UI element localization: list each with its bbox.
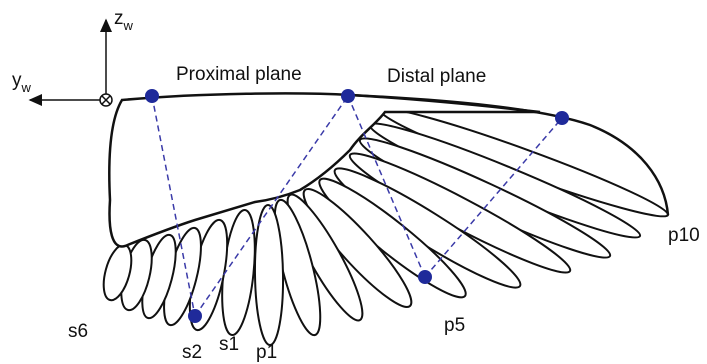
- wing-diagram: zw yw Proximal plane Distal plane s6 s2 …: [0, 0, 707, 364]
- z-axis-label: zw: [114, 8, 134, 33]
- feather-label: s1: [219, 334, 239, 355]
- y-axis-label: yw: [12, 70, 32, 95]
- axis-subscript: w: [123, 18, 134, 33]
- axis-letter: z: [114, 8, 124, 29]
- axis-subscript: w: [21, 80, 32, 95]
- axis-letter: y: [12, 70, 22, 91]
- landmark: [555, 111, 569, 125]
- feather-label: s6: [68, 321, 88, 342]
- feather-label: p5: [444, 315, 465, 336]
- feather-label: p1: [256, 342, 277, 363]
- distal-plane-label: Distal plane: [387, 66, 486, 87]
- feather-label: s2: [182, 342, 202, 363]
- landmark: [145, 89, 159, 103]
- landmark: [188, 309, 202, 323]
- proximal-plane-label: Proximal plane: [176, 64, 302, 85]
- feather-label: p10: [668, 225, 700, 246]
- landmark: [418, 270, 432, 284]
- landmark: [341, 89, 355, 103]
- page: zw yw Proximal plane Distal plane s6 s2 …: [0, 0, 707, 364]
